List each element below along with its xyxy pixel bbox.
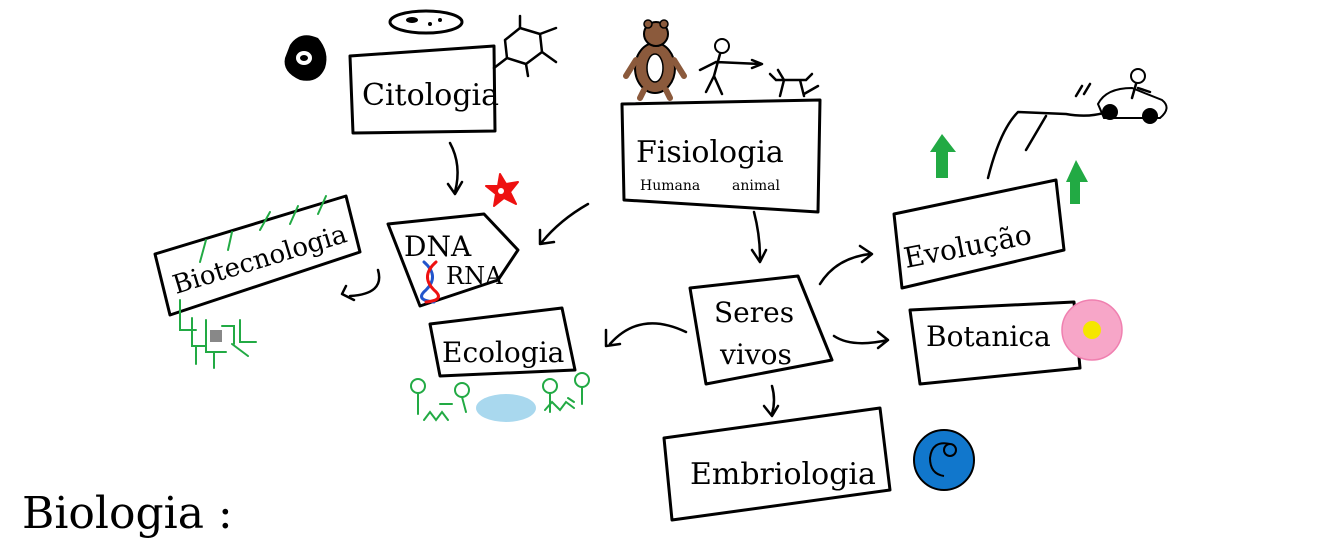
seres-vivos-label-2: vivos (719, 338, 792, 371)
fisiologia-sub-humana: Humana (640, 178, 700, 194)
embriologia-label: Embriologia (690, 457, 876, 492)
fisiologia-node: Fisiologia Humana animal (620, 98, 822, 214)
circuit-icon (179, 195, 327, 369)
dna-rna-node: DNA RNA (386, 212, 520, 308)
seres-vivos-label-1: Seres (714, 296, 794, 329)
arrow-fisiologia-dna (538, 202, 590, 246)
page-title: Biologia : (22, 488, 233, 539)
organelle-icon (388, 9, 464, 35)
arrow-dna-biotecnologia (340, 268, 381, 302)
running-person-icon (698, 38, 764, 96)
bear-icon (623, 19, 687, 101)
embriologia-node: Embriologia (662, 406, 892, 522)
cell-icon (284, 35, 327, 81)
blossom-icon (1061, 299, 1123, 361)
flower-icon (485, 173, 519, 207)
citologia-node: Citologia (348, 44, 499, 135)
evolucao-node: Evolução (892, 178, 1066, 290)
ecologia-node: Ecologia (428, 306, 577, 378)
dna-helix-icon (420, 260, 440, 304)
dog-icon (768, 68, 820, 98)
ecologia-label: Ecologia (442, 336, 564, 369)
botanica-label: Botanica (926, 320, 1051, 353)
roller-coaster-icon (986, 68, 1168, 180)
mushroom-icon (410, 372, 590, 422)
green-arrow-icon (930, 134, 1088, 204)
arrow-seres-botanica (832, 330, 890, 350)
arrow-seres-evolucao (818, 244, 874, 286)
seres-vivos-node: Seres vivos (688, 274, 834, 386)
arrow-seres-ecologia (604, 322, 688, 348)
citologia-label: Citologia (362, 78, 499, 113)
rna-label: RNA (446, 262, 503, 290)
fisiologia-label: Fisiologia (636, 135, 784, 170)
arrow-citologia-dna (446, 141, 464, 196)
dna-label: DNA (404, 230, 472, 263)
embryo-icon (913, 429, 975, 491)
lake-icon (476, 394, 536, 422)
botanica-node: Botanica (908, 300, 1082, 386)
arrow-seres-embriologia (762, 384, 780, 418)
fisiologia-sub-animal: animal (732, 178, 780, 194)
arrow-fisiologia-seres (750, 210, 768, 264)
molecule-icon (492, 14, 558, 78)
biotecnologia-node: Biotecnologia (153, 194, 362, 317)
